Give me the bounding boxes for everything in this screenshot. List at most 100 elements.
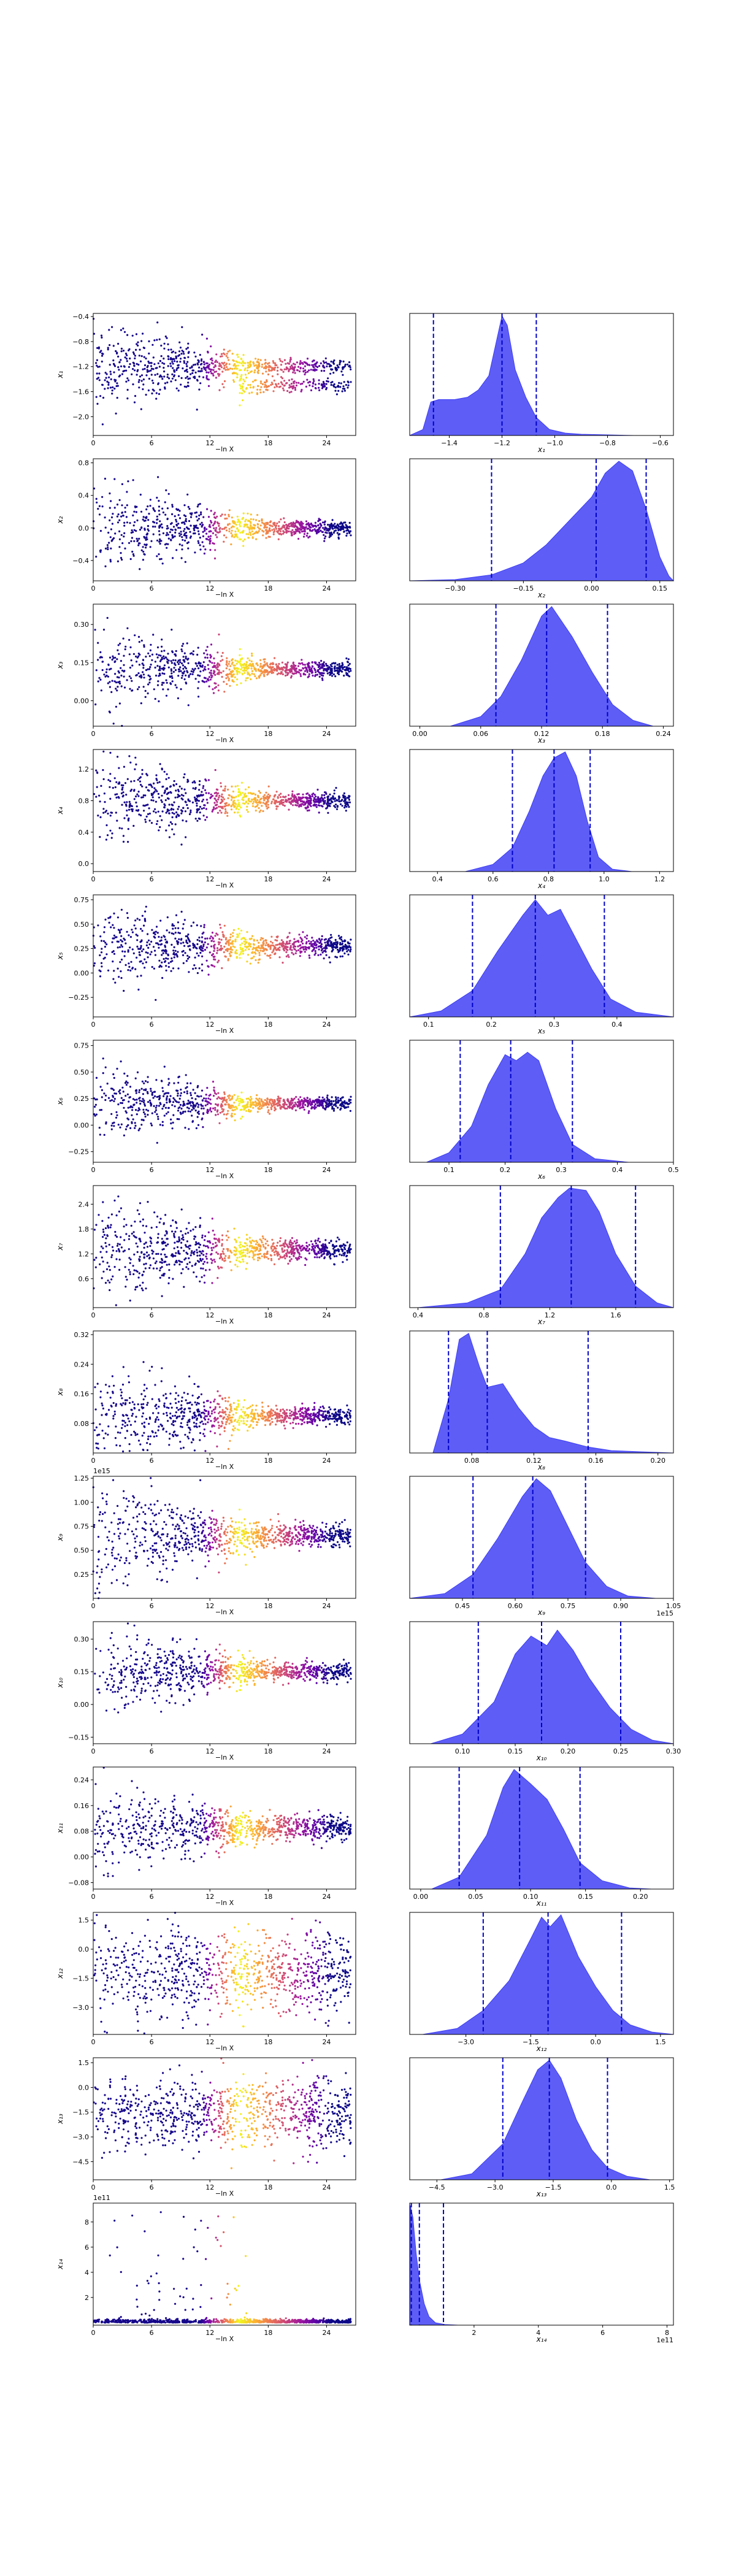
x-axis-label: x₂ xyxy=(537,591,545,599)
scatter-point xyxy=(107,381,110,384)
scatter-point xyxy=(323,370,326,372)
scatter-point xyxy=(226,368,229,370)
scatter-point xyxy=(107,531,110,534)
scatter-point xyxy=(103,926,106,929)
scatter-point xyxy=(278,662,280,665)
scatter-point xyxy=(335,787,337,789)
scatter-point xyxy=(158,943,160,946)
scatter-point xyxy=(171,505,174,508)
scatter-point xyxy=(96,364,98,367)
scatter-point xyxy=(275,526,277,529)
scatter-point xyxy=(335,946,337,949)
scatter-point xyxy=(197,1106,199,1108)
scatter-point xyxy=(285,362,287,365)
x-axis-label: x₃ xyxy=(537,736,545,745)
scatter-point xyxy=(234,533,237,536)
scatter-point xyxy=(205,649,207,652)
scatter-point xyxy=(188,971,190,973)
scatter-point xyxy=(129,946,131,949)
scatter-point xyxy=(206,656,209,659)
scatter-point xyxy=(209,542,211,545)
scatter-point xyxy=(101,496,104,498)
scatter-point xyxy=(178,543,181,546)
scatter-point xyxy=(343,796,345,799)
scatter-point xyxy=(172,362,174,365)
scatter-point xyxy=(154,808,156,810)
scatter-point xyxy=(224,802,226,805)
scatter-point xyxy=(209,524,211,526)
scatter-point xyxy=(137,344,139,347)
scatter-point xyxy=(184,539,186,542)
scatter-point xyxy=(148,943,151,946)
scatter-point xyxy=(100,962,103,964)
scatter-point xyxy=(137,381,140,383)
scatter-point xyxy=(204,1100,207,1102)
scatter-point xyxy=(336,364,339,367)
scatter-point xyxy=(350,948,352,951)
scatter-point xyxy=(343,365,347,367)
scatter-point xyxy=(220,660,222,662)
scatter-point xyxy=(276,522,278,525)
scatter-point xyxy=(110,540,113,542)
scatter-point xyxy=(142,664,145,667)
scatter-point xyxy=(104,372,107,374)
scatter-point xyxy=(193,529,196,532)
scatter-point xyxy=(221,659,224,661)
scatter-point xyxy=(313,954,316,956)
scatter-point xyxy=(248,392,251,394)
scatter-point xyxy=(314,521,317,524)
scatter-point xyxy=(337,527,339,530)
scatter-point xyxy=(291,799,294,802)
scatter-point xyxy=(280,671,283,673)
scatter-point xyxy=(218,524,220,527)
scatter-point xyxy=(341,947,343,949)
scatter-point xyxy=(286,529,288,532)
scatter-point xyxy=(123,801,126,803)
scatter-point xyxy=(164,960,167,962)
scatter-point xyxy=(177,1110,180,1112)
scatter-point xyxy=(178,375,180,378)
scatter-point xyxy=(313,944,316,946)
scatter-point xyxy=(150,362,152,364)
scatter-point xyxy=(167,348,170,351)
scatter-point xyxy=(228,527,231,531)
scatter-point xyxy=(218,794,221,797)
scatter-point xyxy=(107,917,110,919)
scatter-point xyxy=(225,677,228,680)
scatter-point xyxy=(297,381,300,384)
scatter-point xyxy=(142,388,144,391)
scatter-point xyxy=(251,654,253,657)
scatter-point xyxy=(254,369,256,372)
scatter-point xyxy=(100,334,103,337)
scatter-point xyxy=(332,372,335,374)
scatter-point xyxy=(207,943,209,945)
scatter-point xyxy=(163,655,165,657)
scatter-point xyxy=(185,657,187,660)
scatter-point xyxy=(215,667,217,669)
scatter-point xyxy=(148,819,151,822)
scatter-point xyxy=(250,660,253,662)
scatter-point xyxy=(220,515,222,517)
scatter-point xyxy=(264,529,267,531)
scatter-point xyxy=(312,526,314,528)
scatter-point xyxy=(282,799,285,801)
scatter-point xyxy=(247,372,250,375)
scatter-point xyxy=(316,800,320,802)
scatter-point xyxy=(199,370,201,373)
scatter-point xyxy=(239,944,242,946)
scatter-point xyxy=(157,680,159,683)
scatter-point xyxy=(95,669,98,672)
scatter-point xyxy=(305,523,308,526)
scatter-point xyxy=(293,362,295,365)
scatter-point xyxy=(294,389,297,391)
scatter-point xyxy=(185,941,188,943)
scatter-point xyxy=(243,538,246,541)
scatter-point xyxy=(333,385,335,388)
scatter-point xyxy=(210,510,212,512)
scatter-point xyxy=(187,381,190,384)
scatter-point xyxy=(156,779,158,781)
scatter-point xyxy=(337,673,340,675)
scatter-point xyxy=(221,967,223,970)
scatter-point xyxy=(277,366,279,369)
scatter-point xyxy=(151,659,153,661)
